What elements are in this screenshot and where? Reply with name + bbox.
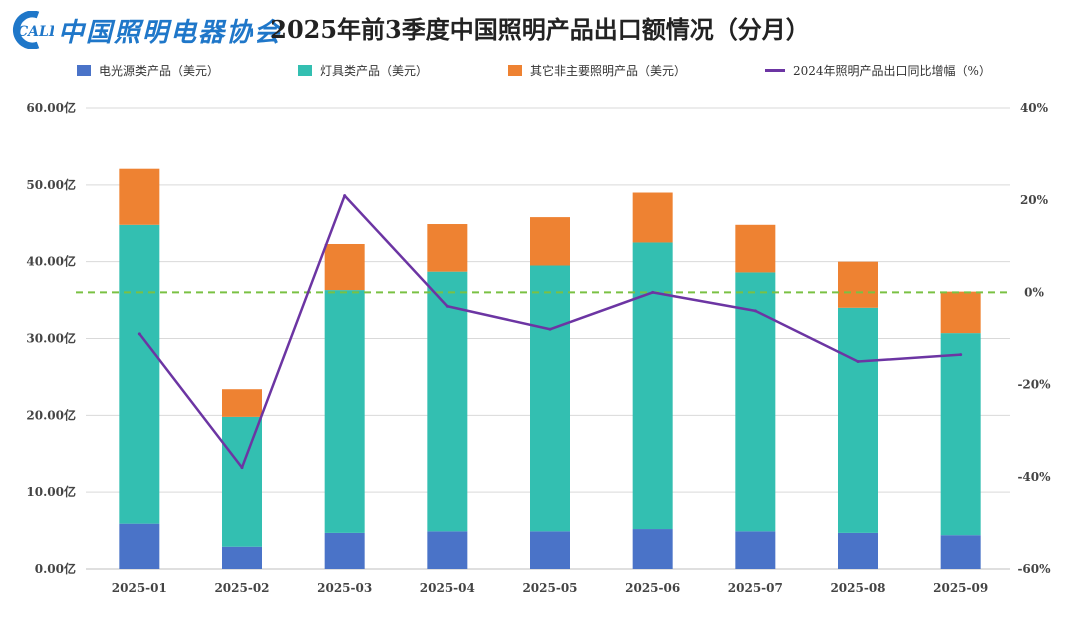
x-tick-label: 2025-02 xyxy=(214,581,269,595)
bar-light-source xyxy=(222,546,262,569)
growth-point xyxy=(548,327,552,331)
y-tick-label-left: 10.00亿 xyxy=(26,484,76,499)
bar-light-source xyxy=(735,531,776,569)
logo: CALI 中国照明电器协会 xyxy=(8,10,282,50)
bar-other xyxy=(119,168,160,225)
legend: 电光源类产品（美元） 灯具类产品（美元） 其它非主要照明产品（美元） 2024年… xyxy=(0,62,1080,82)
x-tick-label: 2025-04 xyxy=(420,581,475,595)
bar-other xyxy=(735,224,776,273)
bar-light-source xyxy=(632,529,673,569)
legend-label-light-source: 电光源类产品（美元） xyxy=(99,64,220,78)
bar-other xyxy=(632,192,673,243)
y-tick-label-right: 20% xyxy=(1020,193,1049,207)
legend-label-growth: 2024年照明产品出口同比增幅（%） xyxy=(793,64,991,78)
chart-title: 2025年前3季度中国照明产品出口额情况（分月） xyxy=(270,15,810,44)
x-tick-label: 2025-09 xyxy=(933,581,988,595)
growth-point xyxy=(445,304,449,308)
legend-item-growth: 2024年照明产品出口同比增幅（%） xyxy=(765,62,991,79)
y-tick-label-left: 30.00亿 xyxy=(26,331,76,346)
bar-light-source xyxy=(324,532,365,569)
y-tick-label-right: 0% xyxy=(1024,285,1044,299)
bar-other xyxy=(222,389,262,417)
y-tick-label-right: -20% xyxy=(1017,378,1051,392)
bar-lamps xyxy=(530,265,570,532)
growth-point xyxy=(137,332,141,336)
bar-lamps xyxy=(119,224,160,524)
legend-swatch-light-source xyxy=(77,65,91,76)
y-tick-label-left: 20.00亿 xyxy=(26,407,76,422)
x-tick-label: 2025-01 xyxy=(112,581,167,595)
bar-lamps xyxy=(735,272,776,532)
logo-abbr: CALI xyxy=(17,24,54,40)
growth-point xyxy=(856,360,860,364)
bar-lamps xyxy=(838,307,878,533)
bar-other xyxy=(427,224,468,272)
legend-label-other: 其它非主要照明产品（美元） xyxy=(530,64,687,78)
growth-point xyxy=(343,194,347,198)
x-tick-label: 2025-03 xyxy=(317,581,372,595)
logo-text: 中国照明电器协会 xyxy=(58,17,283,48)
bar-light-source xyxy=(838,532,878,569)
bar-other xyxy=(324,243,365,291)
bar-lamps xyxy=(940,333,981,536)
x-tick-label: 2025-07 xyxy=(728,581,783,595)
growth-point xyxy=(959,353,963,357)
y-tick-label-right: -60% xyxy=(1017,562,1051,576)
bar-light-source xyxy=(427,531,468,569)
bar-lamps xyxy=(632,242,673,530)
bar-other xyxy=(530,217,570,266)
x-tick-label: 2025-05 xyxy=(522,581,577,595)
bar-light-source xyxy=(530,531,570,569)
legend-item-light-source: 电光源类产品（美元） xyxy=(77,62,219,79)
bar-light-source xyxy=(940,535,981,569)
x-tick-label: 2025-06 xyxy=(625,581,680,595)
y-tick-label-right: 40% xyxy=(1020,101,1049,115)
bar-light-source xyxy=(119,523,160,569)
y-tick-label-left: 40.00亿 xyxy=(26,254,76,269)
legend-swatch-other xyxy=(508,65,522,76)
bar-other xyxy=(940,291,981,334)
cali-logo-icon: CALI xyxy=(8,10,56,50)
y-tick-label-left: 0.00亿 xyxy=(35,561,76,576)
x-tick-label: 2025-08 xyxy=(830,581,885,595)
growth-point xyxy=(753,309,757,313)
y-tick-label-left: 50.00亿 xyxy=(26,177,76,192)
bar-other xyxy=(838,261,878,308)
y-tick-label-right: -40% xyxy=(1017,470,1051,484)
y-tick-label-left: 60.00亿 xyxy=(26,100,76,115)
legend-label-lamps: 灯具类产品（美元） xyxy=(320,64,429,78)
legend-swatch-lamps xyxy=(298,65,312,76)
bar-lamps xyxy=(427,271,468,532)
growth-point xyxy=(240,466,244,470)
legend-item-other: 其它非主要照明产品（美元） xyxy=(508,62,686,79)
bar-lamps xyxy=(222,416,262,547)
legend-item-lamps: 灯具类产品（美元） xyxy=(298,62,428,79)
growth-point xyxy=(651,290,655,294)
bar-lamps xyxy=(324,290,365,533)
legend-swatch-growth xyxy=(765,69,785,72)
